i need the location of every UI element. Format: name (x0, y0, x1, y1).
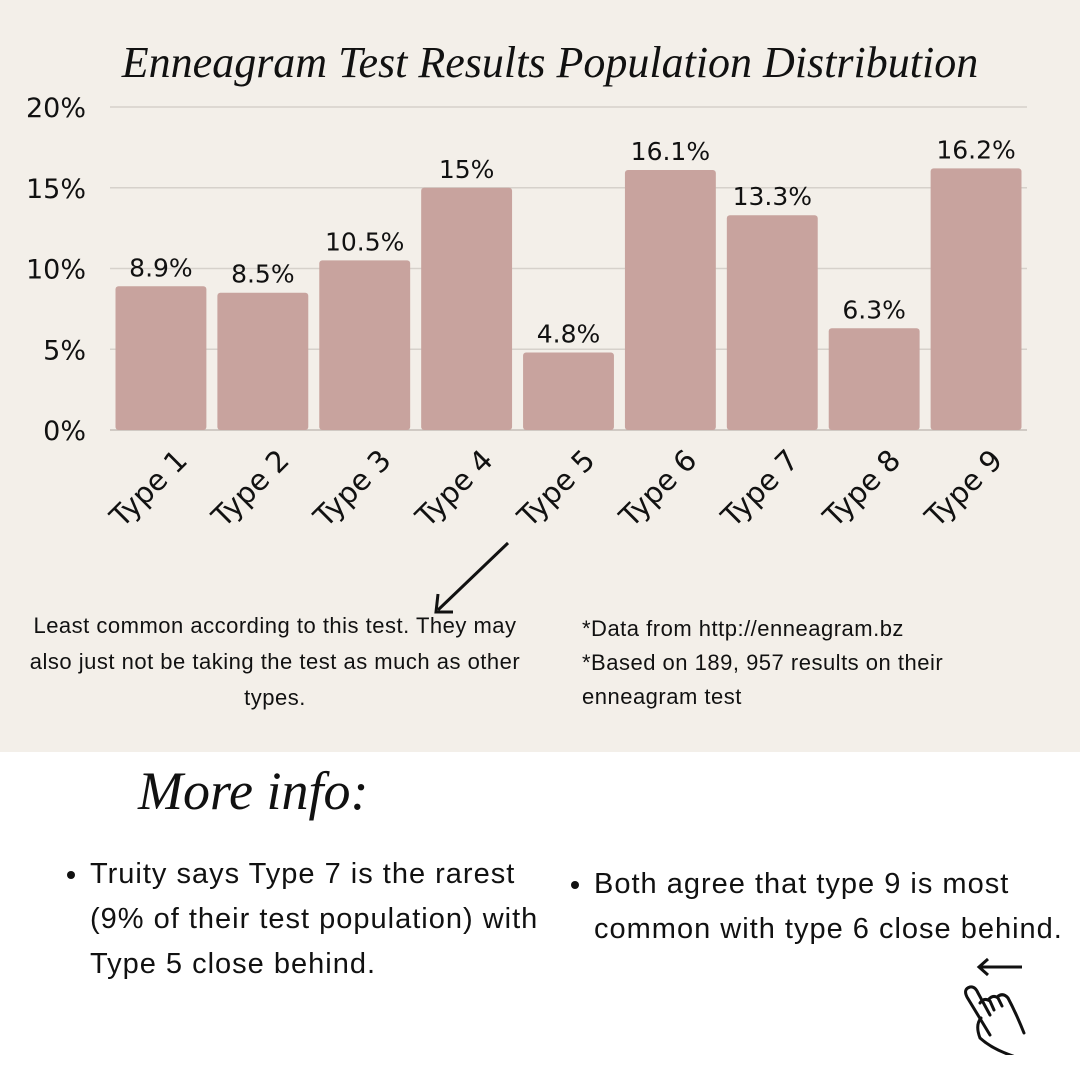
source-note-1: *Data from http://enneagram.bz (582, 616, 904, 641)
source-notes: *Data from http://enneagram.bz *Based on… (582, 612, 1062, 714)
y-tick-label: 15% (26, 174, 86, 205)
y-tick-label: 20% (26, 93, 86, 124)
chart-title: Enneagram Test Results Population Distri… (121, 38, 979, 87)
pointing-hand-icon (964, 985, 1026, 1055)
bullet-list-right: Both agree that type 9 is most common wi… (572, 862, 1064, 952)
data-label: 13.3% (733, 182, 812, 211)
x-tick-label: Type 7 (714, 443, 805, 534)
bullet-item: Both agree that type 9 is most common wi… (594, 862, 1064, 952)
data-label: 15% (439, 155, 495, 184)
data-label: 10.5% (325, 227, 404, 256)
bullet-item: Truity says Type 7 is the rarest (9% of … (90, 852, 540, 987)
x-tick-label: Type 1 (102, 443, 193, 534)
least-common-note: Least common according to this test. The… (29, 613, 521, 710)
x-tick-label: Type 2 (204, 443, 295, 534)
bar (523, 352, 614, 430)
data-label: 8.9% (129, 253, 193, 282)
x-tick-label: Type 8 (816, 443, 907, 534)
source-note-2: *Based on 189, 957 results on their enne… (582, 650, 944, 709)
bar-chart: 0% 5% 10% 15% 20% 8.9% Type 1 8.5% Type 2 10.5% Ty… (26, 93, 1027, 614)
more-info-heading: More info: (138, 761, 369, 821)
bar (319, 260, 411, 430)
hand-group (964, 957, 1026, 1055)
arrow-icon (434, 541, 510, 614)
data-label: 16.1% (631, 137, 710, 166)
bar (115, 286, 207, 430)
bullet-list-left: Truity says Type 7 is the rarest (9% of … (68, 852, 540, 987)
bar (624, 169, 716, 431)
data-label: 4.8% (537, 319, 601, 348)
y-tick-label: 5% (43, 335, 86, 366)
x-tick-label: Type 5 (510, 443, 601, 534)
x-tick-label: Type 9 (918, 443, 1009, 534)
x-tick-label: Type 4 (408, 443, 499, 534)
bar (217, 292, 309, 430)
left-arrow-icon (976, 957, 1022, 977)
y-tick-label: 0% (43, 416, 86, 447)
y-tick-label: 10% (26, 255, 86, 286)
bar (828, 328, 920, 430)
data-label: 16.2% (936, 135, 1015, 164)
data-label: 8.5% (231, 260, 295, 289)
data-label: 6.3% (842, 295, 906, 324)
x-tick-label: Type 6 (612, 443, 703, 534)
bar (421, 187, 513, 430)
bar (726, 215, 818, 430)
x-tick-label: Type 3 (306, 443, 397, 534)
bar (930, 168, 1022, 430)
